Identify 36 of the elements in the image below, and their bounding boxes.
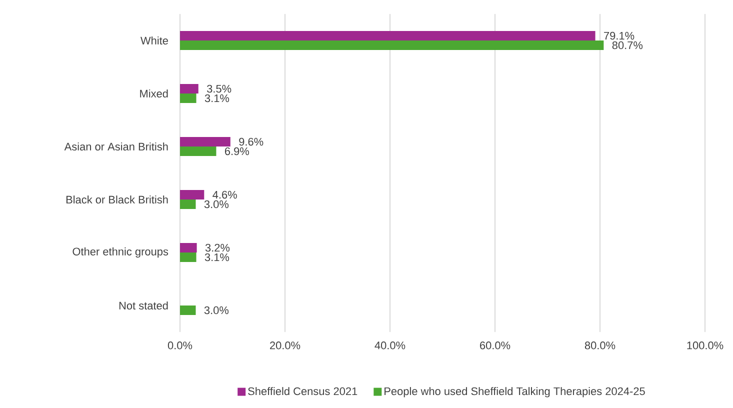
data-label: 6.9% — [224, 147, 249, 156]
data-label: 3.1% — [204, 253, 230, 262]
y-tick-label: Mixed — [140, 89, 168, 98]
x-tick-label: 0.0% — [168, 342, 192, 350]
x-tick-label: 60.0% — [480, 342, 510, 350]
y-tick-label: White — [140, 36, 168, 45]
data-label: 80.7% — [612, 41, 643, 50]
x-tick-label: 80.0% — [584, 342, 616, 350]
data-label: 3.0% — [204, 200, 229, 208]
bar — [180, 31, 596, 41]
bar — [180, 40, 604, 50]
data-label: 9.6% — [239, 138, 264, 146]
bar — [180, 190, 204, 200]
bar — [180, 306, 196, 316]
x-tick-label: 20.0% — [270, 342, 300, 350]
y-tick-label: Other ethnic groups — [72, 247, 168, 258]
y-tick-label: Black or Black British — [66, 195, 168, 204]
legend-label: Sheffield Census 2021 — [248, 387, 358, 396]
bar — [180, 84, 198, 94]
data-label: 4.6% — [212, 190, 237, 199]
bar — [180, 252, 196, 262]
data-label: 3.5% — [206, 84, 232, 93]
data-label: 3.1% — [204, 94, 230, 102]
y-tick-label: Not stated — [119, 301, 168, 310]
data-label: 3.2% — [205, 244, 230, 252]
bar — [180, 200, 196, 210]
bar — [180, 243, 197, 253]
x-tick-label: 100.0% — [687, 342, 724, 350]
bar — [180, 137, 230, 147]
data-label: 3.0% — [204, 306, 229, 314]
x-tick-label: 40.0% — [374, 342, 406, 350]
data-label: 79.1% — [604, 32, 634, 40]
bar — [180, 146, 216, 156]
bar — [180, 94, 196, 104]
legend-label: People who used Sheffield Talking Therapies 2024-25 — [384, 387, 645, 398]
y-tick-label: Asian or Asian British — [64, 142, 168, 151]
